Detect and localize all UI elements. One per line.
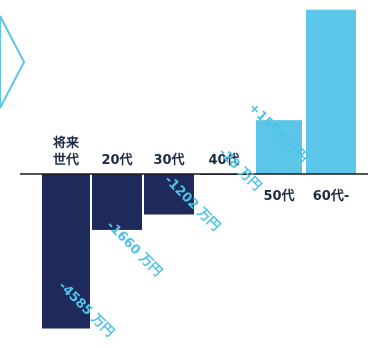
category-label-2: 30代 <box>153 152 184 168</box>
bar-4 <box>256 120 302 174</box>
category-label-1: 20代 <box>101 152 132 168</box>
bar-0 <box>42 174 90 329</box>
category-label-3: 40代 <box>208 152 239 168</box>
chevron-arrow-icon <box>0 15 26 109</box>
category-label-5: 60代- <box>313 188 350 204</box>
bar-2 <box>144 174 194 215</box>
bar-1 <box>92 174 142 230</box>
bars-layer <box>42 9 356 329</box>
bar-5 <box>306 9 356 175</box>
category-label-4: 50代 <box>263 188 294 204</box>
category-label-0-line-1: 世代 <box>53 152 79 168</box>
category-label-0-line-0: 将来 <box>53 135 80 151</box>
